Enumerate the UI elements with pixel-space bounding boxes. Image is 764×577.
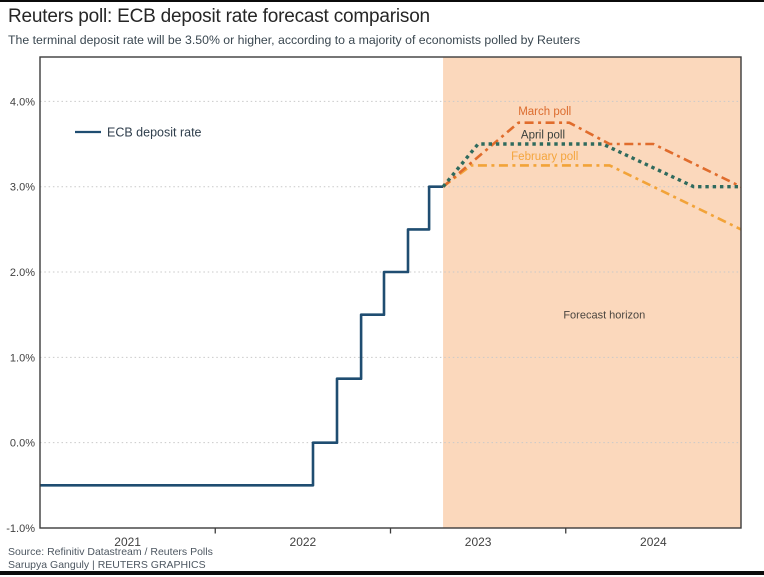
x-axis-year-label: 2021 xyxy=(114,535,141,549)
x-axis-year-label: 2024 xyxy=(640,535,667,549)
top-rule xyxy=(0,0,764,2)
series-line-march-poll xyxy=(442,121,742,188)
gridline-layer xyxy=(40,100,741,444)
y-axis-tick-label: 2.0% xyxy=(10,267,35,279)
y-axis-tick-label: 4.0% xyxy=(10,96,35,108)
bottom-rule xyxy=(0,571,764,575)
y-axis-tick-label: 0.0% xyxy=(10,438,35,450)
y-axis-tick-label: 3.0% xyxy=(10,182,35,194)
series-layer xyxy=(40,121,742,487)
annotation-march-poll: March poll xyxy=(518,106,571,118)
byline: Sarupya Ganguly | REUTERS GRAPHICS xyxy=(8,558,206,571)
series-line-february-poll xyxy=(442,164,742,231)
source-note: Source: Refinitiv Datastream / Reuters P… xyxy=(8,546,213,558)
y-axis-tick-label: 1.0% xyxy=(10,352,35,364)
chart-footer: Source: Refinitiv Datastream / Reuters P… xyxy=(8,546,213,571)
annotation-april-poll: April poll xyxy=(521,130,565,142)
series-line-april-poll xyxy=(441,142,741,189)
page-title: Reuters poll: ECB deposit rate forecast … xyxy=(8,6,430,27)
series-line-ecb-deposit-rate xyxy=(40,185,444,487)
x-axis-year-label: 2023 xyxy=(465,535,492,549)
y-axis-tick-label: -1.0% xyxy=(6,523,35,535)
axis-layer xyxy=(39,56,742,534)
label-layer: 4.0% 3.0% 2.0% 1.0% 0.0% -1.0% 2021 2022 2023 202… xyxy=(6,96,667,549)
forecast-region-layer xyxy=(443,57,741,528)
legend-label: ECB deposit rate xyxy=(107,126,202,140)
forecast-region xyxy=(443,57,741,528)
annotation-forecast-horizon: Forecast horizon xyxy=(563,310,645,322)
page-subtitle: The terminal deposit rate will be 3.50% … xyxy=(8,33,581,47)
annotation-february-poll: February poll xyxy=(511,151,578,163)
legend: ECB deposit rate xyxy=(75,126,202,140)
x-axis-year-label: 2022 xyxy=(290,535,317,549)
